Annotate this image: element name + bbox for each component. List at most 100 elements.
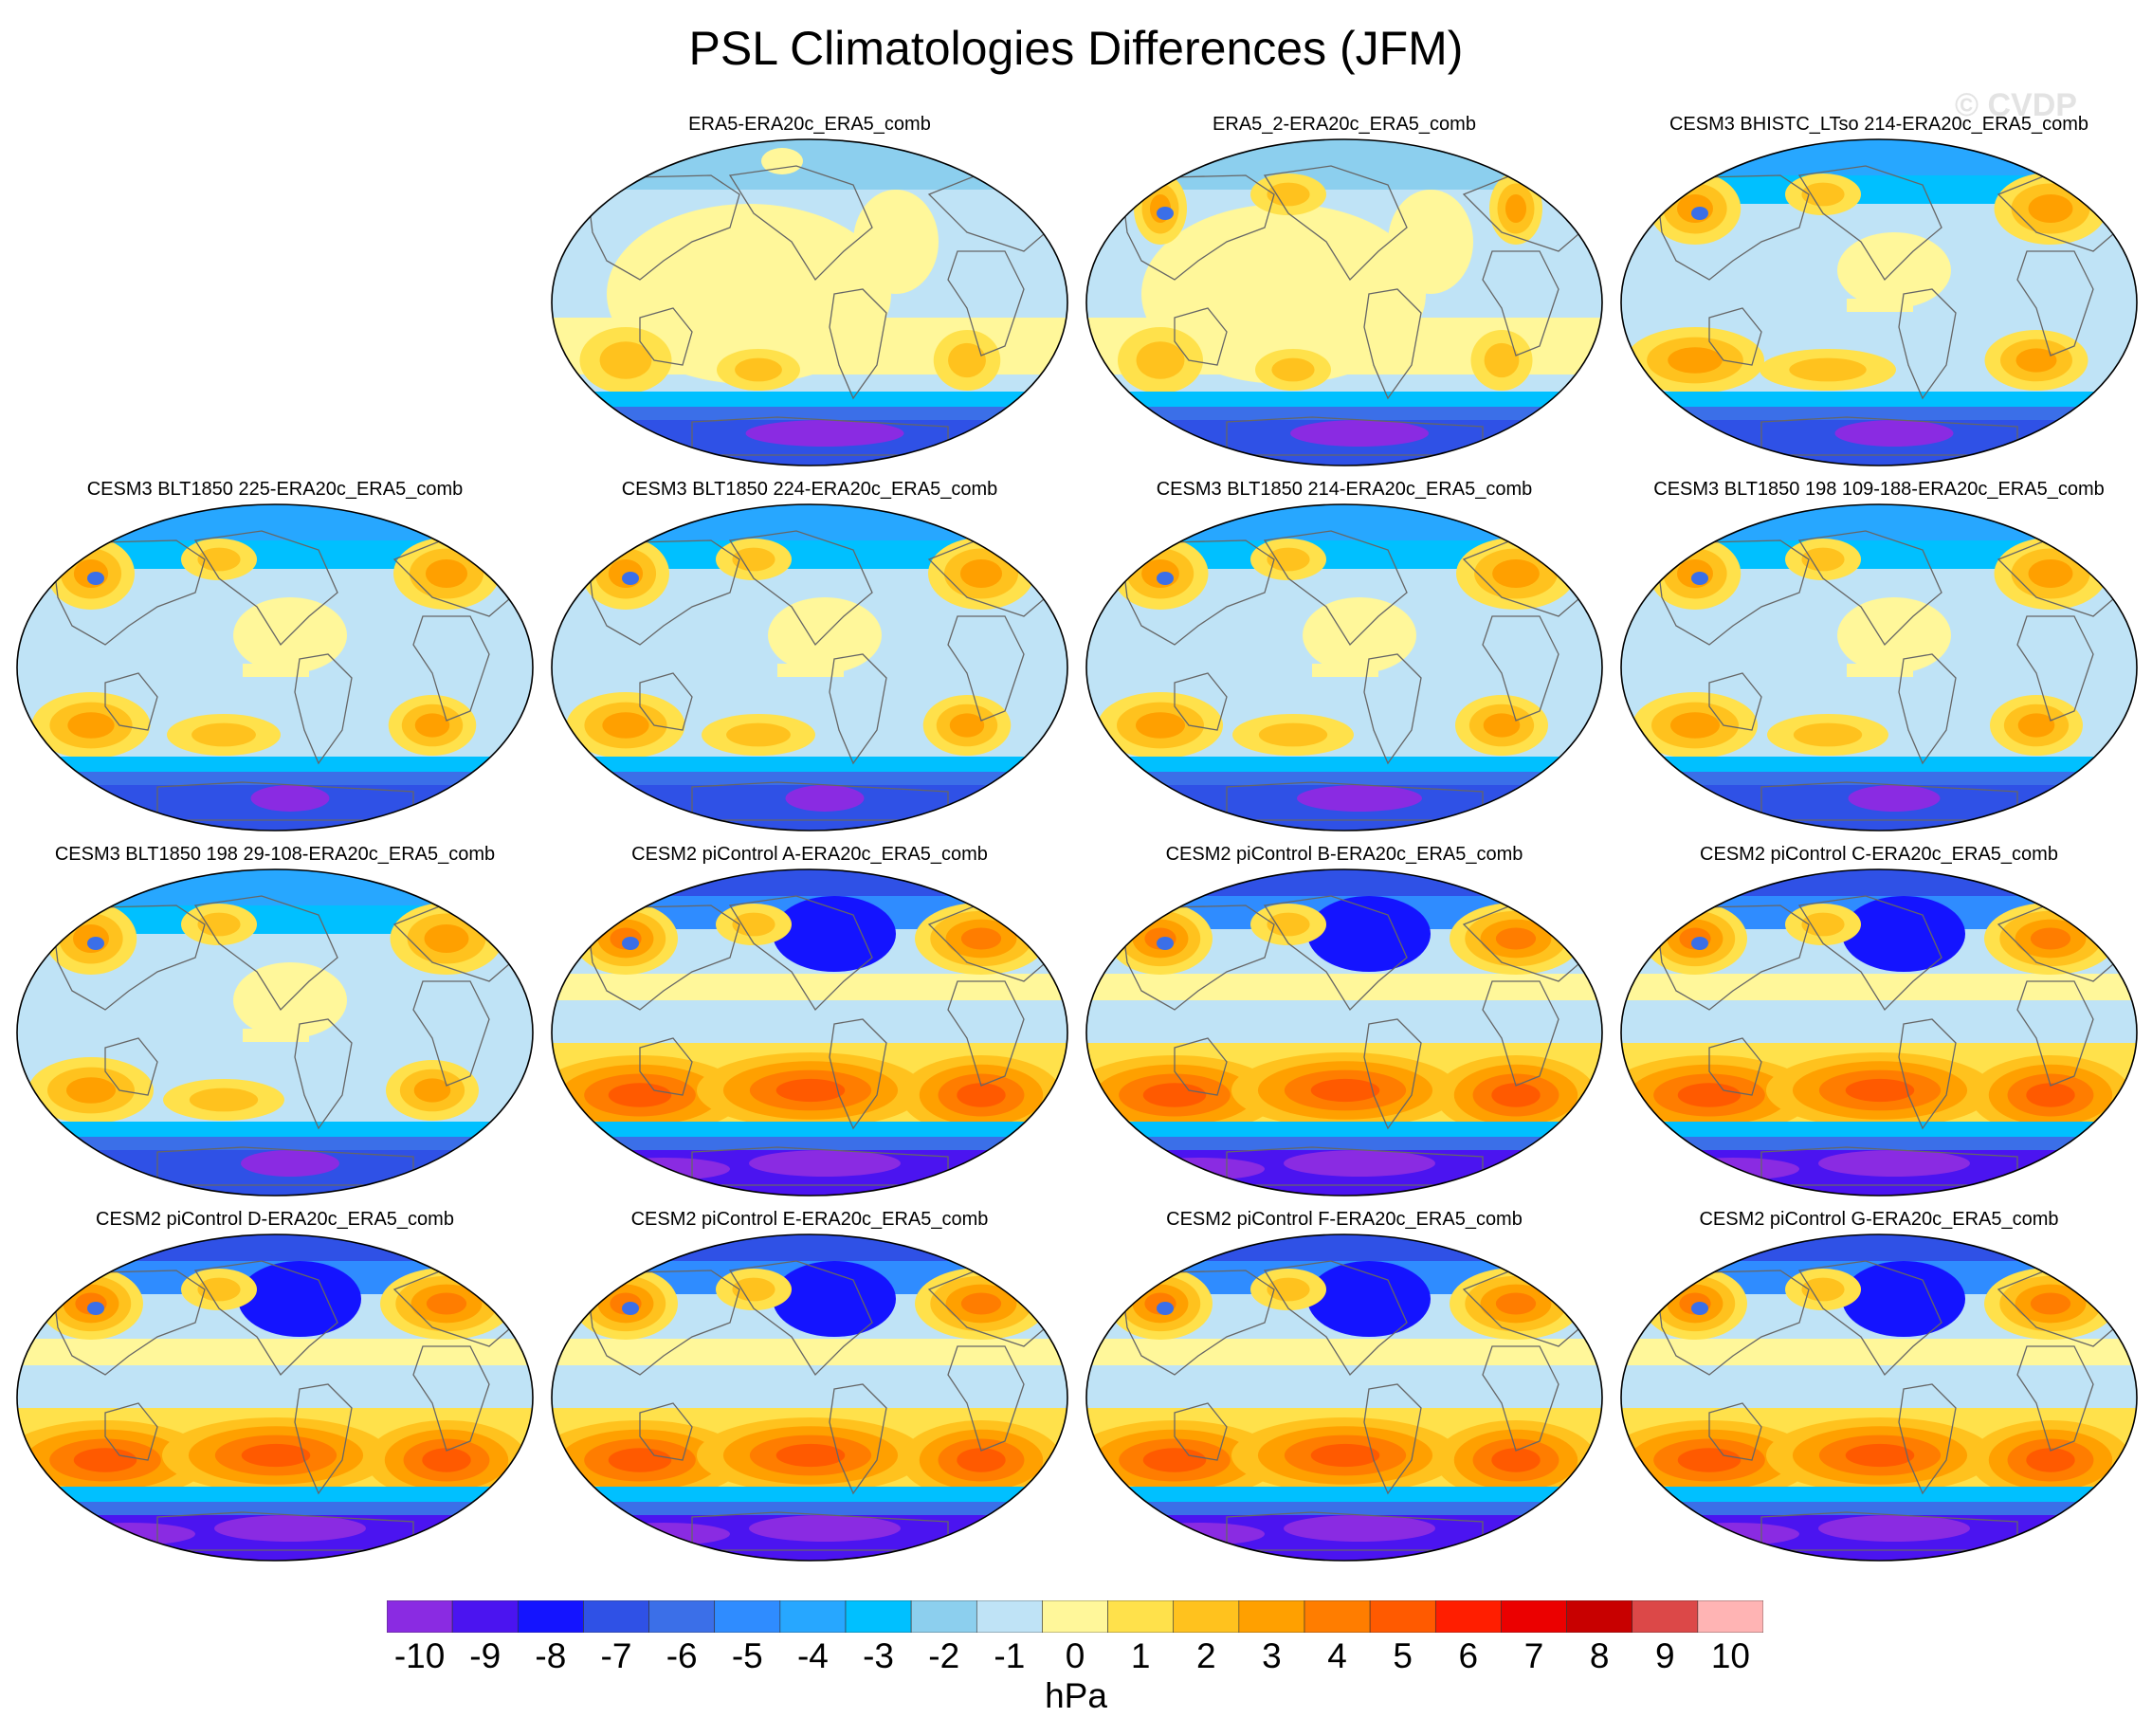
field-antarctic-low bbox=[597, 1158, 730, 1180]
field-npac-high bbox=[1267, 547, 1310, 572]
colorbar-box bbox=[1501, 1600, 1567, 1633]
field-arctic bbox=[1086, 139, 1602, 190]
continent-outline bbox=[1122, 539, 1275, 646]
continent-outline bbox=[947, 980, 1025, 1087]
continent-outline bbox=[1263, 895, 1408, 1012]
continent-outline bbox=[587, 905, 740, 1011]
map-panel bbox=[16, 503, 534, 831]
field-europe-high bbox=[2030, 927, 2071, 950]
field-southern-ocean bbox=[1621, 1137, 2137, 1154]
field-southern-ocean bbox=[1086, 772, 1602, 789]
field-npac-high bbox=[1801, 1277, 1845, 1302]
map-panel bbox=[1620, 138, 2138, 466]
colorbar-box bbox=[976, 1600, 1043, 1633]
field-sh-atlantic-high bbox=[1491, 1083, 1541, 1107]
field-southern-ocean bbox=[552, 1137, 1067, 1154]
map-border bbox=[551, 1233, 1068, 1562]
field-antarctic-low bbox=[745, 420, 904, 447]
field-sh-indian-high bbox=[1136, 341, 1185, 379]
continent-outline bbox=[1482, 250, 1559, 356]
continent-outline bbox=[104, 1402, 158, 1461]
colorbar-box bbox=[387, 1600, 453, 1633]
field-nh-band bbox=[552, 1339, 1067, 1365]
map-border bbox=[16, 868, 534, 1197]
continent-outline bbox=[1797, 530, 1942, 647]
continent-outline bbox=[2016, 250, 2094, 356]
field-sh-atlantic-high bbox=[957, 1448, 1006, 1472]
field-npac-high bbox=[761, 148, 803, 174]
field-europe-high bbox=[960, 927, 1002, 950]
colorbar-tick-label: -2 bbox=[928, 1636, 960, 1675]
colorbar-box bbox=[451, 1600, 519, 1633]
continent-outline bbox=[1263, 165, 1408, 282]
continent-outline bbox=[1174, 1402, 1228, 1461]
colorbar-box bbox=[1697, 1600, 1763, 1633]
colorbar-tick-label: -3 bbox=[863, 1636, 895, 1675]
field-sh-pacific-high bbox=[1789, 357, 1867, 382]
panel-title: ERA5-ERA20c_ERA5_comb bbox=[688, 114, 931, 135]
field-antarctic-low bbox=[785, 785, 865, 812]
map-border bbox=[551, 868, 1068, 1197]
panel-title: ERA5_2-ERA20c_ERA5_comb bbox=[1213, 114, 1476, 135]
map-border bbox=[1085, 868, 1603, 1197]
field-npac-high bbox=[1267, 1277, 1310, 1302]
field-southern-ocean bbox=[17, 772, 533, 789]
panel-title: CESM3 BHISTC_LTso 214-ERA20c_ERA5_comb bbox=[1669, 114, 2089, 135]
colorbar-tick-label: -6 bbox=[666, 1636, 698, 1675]
field-npac-high bbox=[197, 912, 241, 937]
field-sh-indian-high bbox=[608, 1448, 672, 1472]
continent-outline bbox=[2016, 615, 2094, 722]
map-panel bbox=[551, 868, 1068, 1197]
field-europe-high bbox=[425, 559, 468, 588]
continent-outline bbox=[587, 539, 740, 646]
watermark: © CVDP bbox=[1955, 87, 2077, 123]
panel-title: CESM2 piControl E-ERA20c_ERA5_comb bbox=[630, 1209, 989, 1230]
continent-outline bbox=[639, 307, 693, 366]
field-sh-atlantic-high bbox=[1484, 342, 1520, 378]
colorbar-box bbox=[714, 1600, 781, 1633]
continent-outline bbox=[728, 1260, 873, 1377]
map-border bbox=[16, 1233, 534, 1562]
field-tropical bbox=[1312, 664, 1378, 677]
colorbar-tick-label: -9 bbox=[469, 1636, 502, 1675]
continent-outline bbox=[1708, 1037, 1762, 1096]
field-npac-high bbox=[1801, 547, 1845, 572]
continent-outline bbox=[1263, 530, 1408, 647]
continent-outline bbox=[412, 980, 490, 1087]
field-antarctic-low bbox=[241, 1150, 339, 1177]
field-tibet-low bbox=[622, 1302, 639, 1315]
field-npac-high bbox=[1801, 912, 1845, 937]
map-panel bbox=[1620, 868, 2138, 1197]
colorbar-box bbox=[1369, 1600, 1436, 1633]
continent-outline bbox=[52, 539, 206, 646]
continent-outline bbox=[639, 672, 693, 731]
field-sh-atlantic-high bbox=[949, 713, 985, 738]
field-tibet-low bbox=[1691, 1302, 1708, 1315]
field-europe-high bbox=[426, 1292, 467, 1315]
continent-outline bbox=[294, 1383, 353, 1495]
field-sh-atlantic-high bbox=[2026, 1448, 2075, 1472]
continent-outline bbox=[1363, 1018, 1422, 1130]
colorbar-tick-label: 6 bbox=[1458, 1636, 1479, 1675]
colorbar-box bbox=[1304, 1600, 1371, 1633]
field-aleutian-low bbox=[773, 1261, 896, 1337]
colorbar-box bbox=[1566, 1600, 1633, 1633]
field-arctic bbox=[552, 139, 1067, 190]
field-sh-atlantic-high bbox=[413, 1078, 451, 1103]
field-arctic bbox=[17, 1234, 533, 1266]
map-border bbox=[551, 503, 1068, 831]
field-antarctic-low bbox=[749, 1150, 901, 1177]
field-europe-high bbox=[2030, 1292, 2071, 1315]
field-southern-ocean bbox=[1086, 1502, 1602, 1519]
colorbar-tick-label: 5 bbox=[1393, 1636, 1413, 1675]
panel-title: CESM3 BLT1850 198 29-108-ERA20c_ERA5_com… bbox=[54, 844, 496, 865]
field-europe-high bbox=[1505, 194, 1527, 223]
field-southern-ocean bbox=[552, 772, 1067, 789]
field-antarctic-low bbox=[250, 785, 330, 812]
field-antarctic-low bbox=[1284, 1515, 1435, 1542]
field-southern-ocean bbox=[1086, 407, 1602, 424]
field-europe-high bbox=[2028, 559, 2073, 588]
field-sh-pacific-high bbox=[775, 1443, 846, 1468]
map-border bbox=[1620, 868, 2138, 1197]
continent-outline bbox=[639, 1402, 693, 1461]
